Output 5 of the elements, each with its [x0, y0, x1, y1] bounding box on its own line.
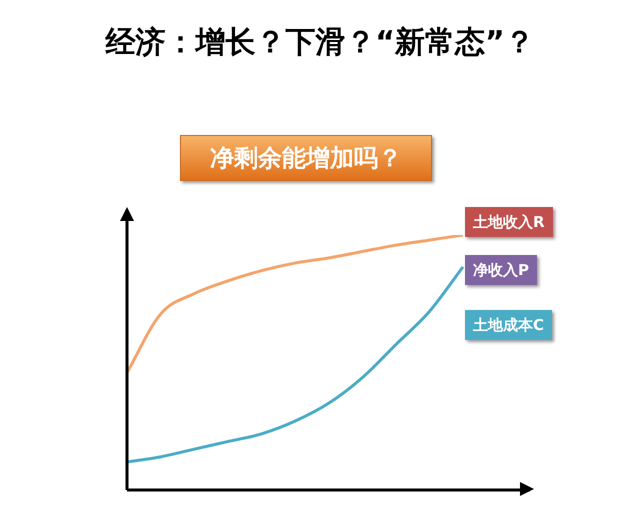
chart-title: 经济：增长？下滑？“新常态”？	[104, 24, 536, 62]
series-label: 土地收入R	[465, 207, 553, 237]
chart-subtitle: 净剩余能增加吗？	[180, 135, 432, 181]
annotation: 净收入P	[465, 255, 537, 285]
text: 土地成本C	[465, 310, 552, 340]
